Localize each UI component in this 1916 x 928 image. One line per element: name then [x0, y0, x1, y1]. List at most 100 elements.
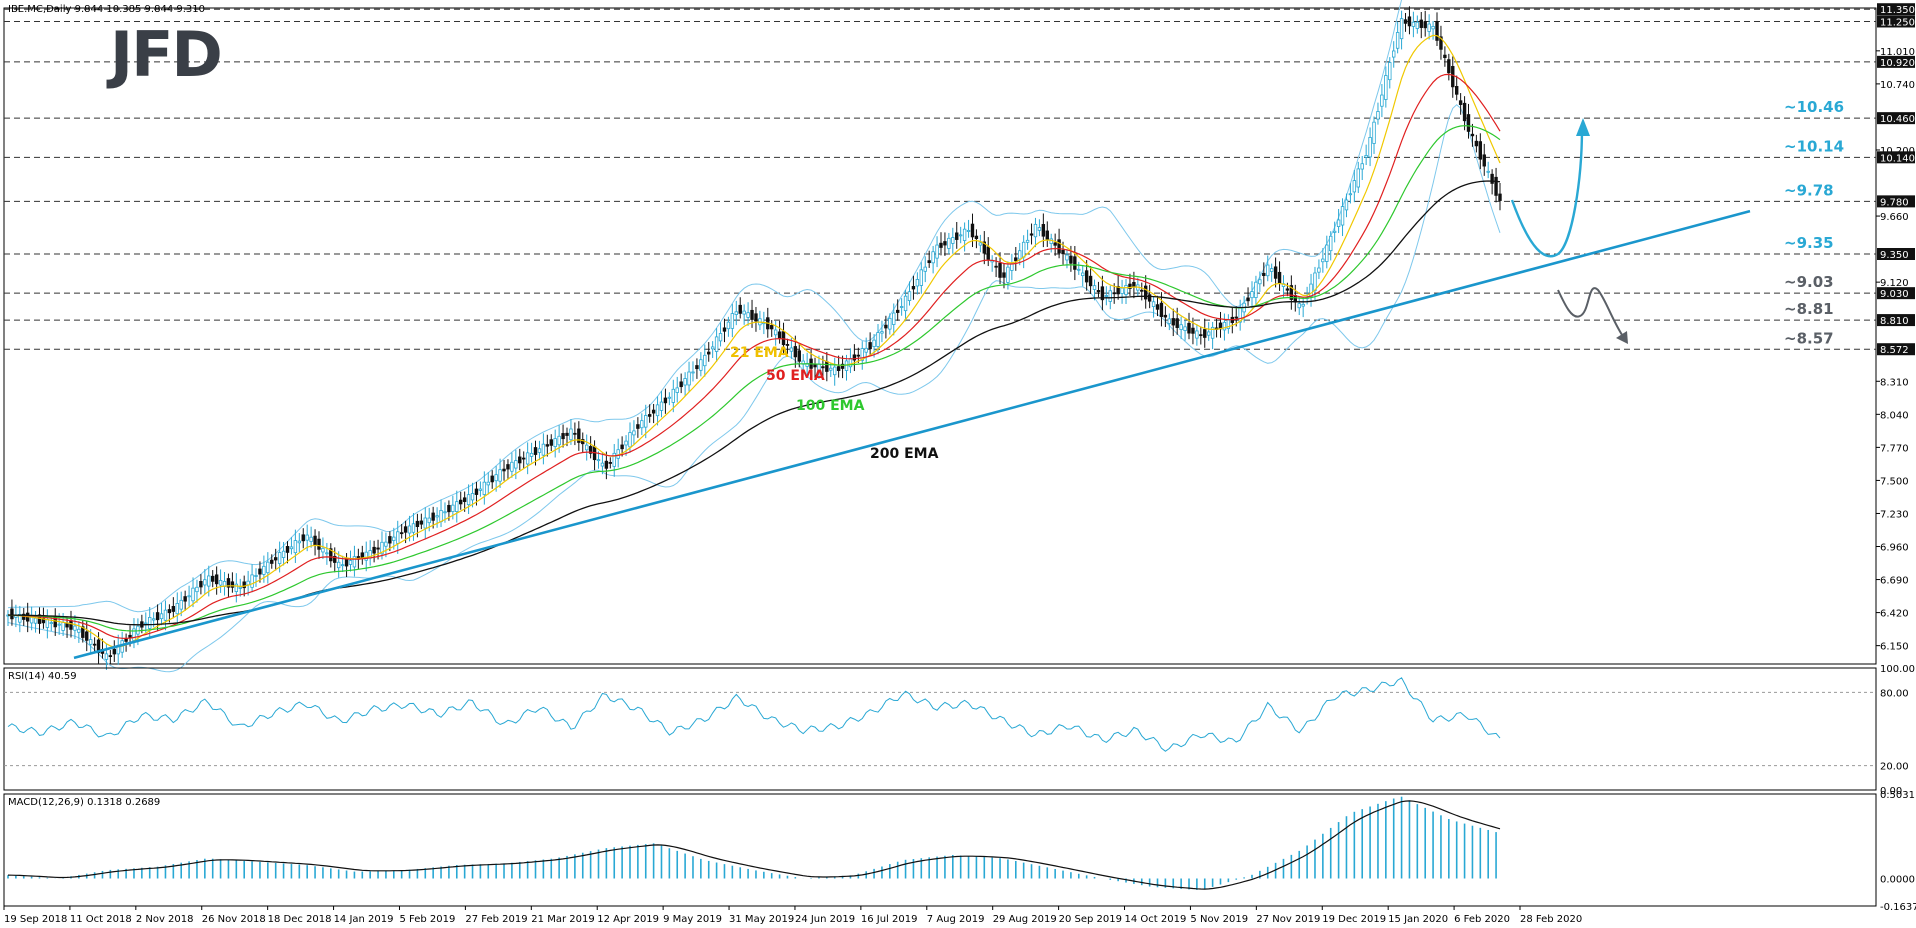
candle-body — [293, 540, 298, 554]
candle-body — [18, 613, 22, 623]
candle-body — [903, 295, 908, 312]
candle-body — [1108, 290, 1112, 302]
price-marker-label: 10.460 — [1880, 114, 1915, 125]
ema-line — [7, 34, 1501, 648]
candle-body — [266, 561, 270, 574]
candle-body — [297, 540, 302, 544]
candle-body — [1002, 272, 1006, 278]
candle-body — [1392, 50, 1396, 58]
candle-body — [325, 552, 329, 555]
candle-body — [1388, 62, 1392, 81]
candle-body — [419, 520, 424, 525]
candle-body — [1486, 170, 1490, 173]
macd-tick-label: 0.5031 — [1880, 790, 1915, 801]
candle-body — [1234, 316, 1238, 319]
candle-body — [384, 541, 388, 547]
candle-body — [691, 371, 695, 374]
candle-body — [604, 460, 609, 469]
candle-body — [167, 609, 172, 614]
candle-body — [671, 388, 675, 403]
candle-body — [935, 244, 939, 259]
price-marker-label: 11.350 — [1880, 5, 1915, 16]
candle-body — [270, 559, 274, 564]
candle-body — [588, 446, 593, 454]
candle-body — [1246, 297, 1250, 302]
ema-line — [7, 73, 1501, 640]
candle-body — [187, 595, 191, 598]
candle-body — [183, 596, 187, 602]
candle-body — [1494, 176, 1498, 196]
candle-body — [695, 365, 699, 370]
candle-body — [238, 586, 242, 589]
candle-body — [1415, 21, 1420, 29]
macd-tick-label: -0.1637 — [1880, 902, 1916, 913]
candle-body — [864, 347, 868, 353]
candle-body — [459, 499, 463, 505]
candle-body — [407, 525, 412, 534]
candle-body — [974, 235, 979, 240]
candle-body — [29, 616, 34, 624]
candle-body — [399, 532, 404, 535]
candle-body — [632, 430, 636, 436]
candle-body — [85, 631, 89, 641]
candle-body — [1104, 295, 1109, 297]
candle-body — [1069, 255, 1073, 264]
date-tick-label: 14 Jan 2019 — [334, 914, 394, 925]
price-chart-title: IBE.MC,Daily 9.844 10.385 9.844 9.310 — [8, 4, 205, 15]
candle-body — [962, 228, 967, 241]
date-tick-label: 27 Nov 2019 — [1256, 914, 1320, 925]
candle-body — [958, 234, 963, 237]
candle-body — [915, 279, 920, 287]
candle-body — [203, 579, 207, 586]
candle-body — [1021, 241, 1026, 258]
candle-body — [1006, 266, 1010, 283]
candle-body — [970, 223, 975, 238]
candle-body — [81, 626, 85, 638]
date-tick-label: 14 Oct 2019 — [1125, 914, 1187, 925]
candle-body — [533, 447, 538, 455]
level-label: ~8.81 — [1784, 300, 1834, 318]
candle-body — [667, 396, 672, 399]
chart-labels: JFD 21 EMA 50 EMA 100 EMA 200 EMA ~10.46 ~10.… — [106, 18, 1844, 462]
candle-body — [947, 237, 951, 249]
candle-body — [773, 329, 778, 336]
candle-body — [522, 457, 526, 460]
candle-body — [1037, 227, 1042, 231]
candle-body — [982, 241, 986, 254]
candle-body — [470, 493, 475, 501]
candle-body — [923, 266, 927, 272]
candle-body — [411, 523, 416, 533]
drop-arrowhead — [1616, 331, 1628, 344]
candle-body — [541, 443, 546, 456]
candle-body — [1447, 59, 1451, 74]
macd-signal-line — [7, 800, 1501, 890]
candle-body — [478, 488, 483, 491]
price-marker-label: 8.810 — [1880, 316, 1909, 327]
rsi-tick-label: 20.00 — [1880, 762, 1909, 773]
price-marker-label: 9.780 — [1880, 197, 1909, 208]
rsi-tick-label: 0.00 — [1880, 786, 1902, 797]
candle-body — [163, 609, 168, 621]
date-tick-label: 31 May 2019 — [729, 914, 794, 925]
candle-body — [1340, 206, 1345, 226]
candle-body — [1277, 271, 1282, 284]
candle-body — [1010, 263, 1014, 271]
date-tick-label: 19 Sep 2018 — [4, 914, 67, 925]
candle-body — [919, 269, 924, 286]
ema-label: 21 EMA — [730, 345, 789, 361]
candle-body — [714, 336, 719, 352]
candle-body — [888, 317, 892, 330]
candle-body — [600, 462, 605, 467]
candle-body — [1376, 111, 1380, 120]
candle-body — [510, 461, 514, 472]
candle-body — [1258, 279, 1262, 285]
macd-title: MACD(12,26,9) 0.1318 0.2689 — [8, 797, 160, 808]
candle-body — [242, 581, 246, 589]
candle-body — [1482, 154, 1486, 167]
candle-body — [738, 304, 742, 314]
candle-body — [994, 265, 998, 268]
candle-body — [663, 397, 668, 404]
candle-body — [1057, 239, 1061, 254]
price-marker-label: 11.250 — [1880, 17, 1915, 28]
